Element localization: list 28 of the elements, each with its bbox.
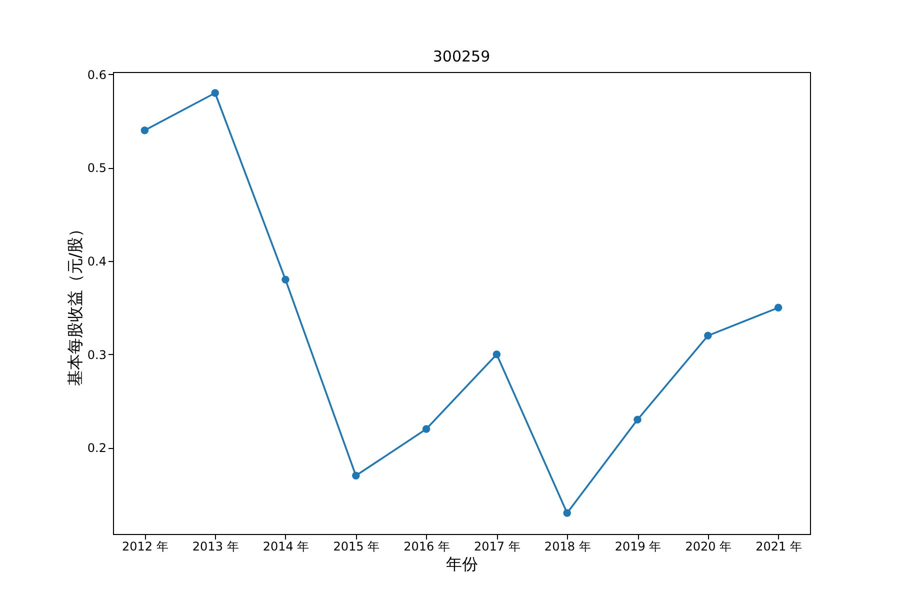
x-tick-label: 2019 年 xyxy=(614,540,662,554)
y-tick-label: 0.3 xyxy=(87,348,106,362)
point xyxy=(634,416,642,424)
point xyxy=(282,276,290,284)
y-tick-label: 0.6 xyxy=(87,68,106,82)
point xyxy=(563,509,571,517)
x-tick-label: 2017 年 xyxy=(474,540,520,554)
x-tick-label: 2018 年 xyxy=(544,540,591,554)
x-axis-title: 年份 xyxy=(446,554,478,574)
point xyxy=(492,350,501,358)
point xyxy=(352,472,360,480)
point xyxy=(140,126,149,134)
y-tick-label: 0.5 xyxy=(87,161,106,176)
point xyxy=(774,304,782,312)
point xyxy=(704,332,712,340)
chart-title: 300259 xyxy=(432,47,490,66)
x-tick-label: 2020 年 xyxy=(685,540,732,554)
x-tick-label: 2012 年 xyxy=(122,540,168,554)
y-axis-title: 基本每股收益（元/股） xyxy=(65,220,84,386)
point xyxy=(422,425,430,433)
x-tick-label: 2021 年 xyxy=(756,540,802,554)
x-tick-label: 2016 年 xyxy=(404,540,450,554)
x-tick-label: 2015 年 xyxy=(333,540,380,554)
y-tick-label: 0.2 xyxy=(87,441,106,456)
x-tick-label: 2014 年 xyxy=(262,540,310,554)
y-tick-label: 0.4 xyxy=(87,254,106,268)
x-tick-label: 2013 年 xyxy=(192,540,239,554)
point xyxy=(211,89,219,97)
